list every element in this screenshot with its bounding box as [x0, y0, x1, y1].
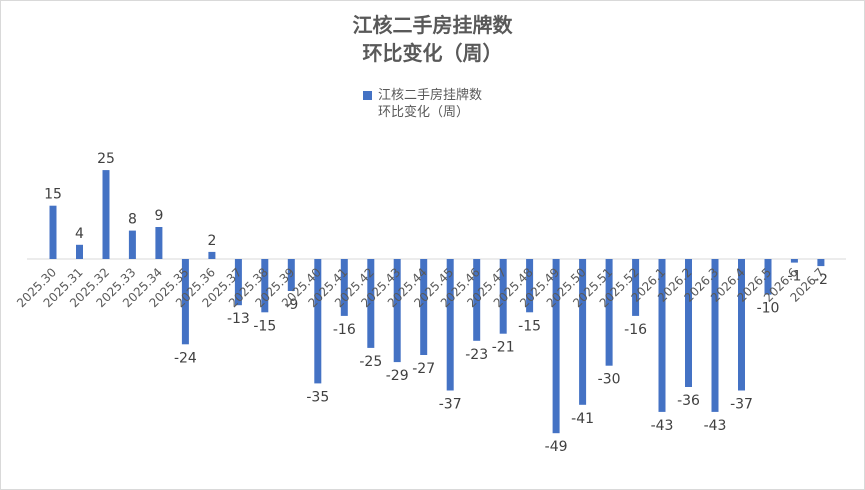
bar-2026.2 [685, 259, 692, 387]
bar-2025.35 [181, 259, 189, 345]
bar-2026.6 [790, 259, 798, 263]
legend-label-line-2: 环比变化（周） [378, 105, 470, 120]
bar-2025.41 [340, 259, 348, 316]
bar-2025.34 [155, 227, 163, 259]
bar-2026.3 [711, 259, 719, 412]
data-label-2025.35: -24 [174, 350, 197, 366]
bar-2025.47 [499, 259, 507, 334]
legend-label: 江核二手房挂牌数 环比变化（周） [378, 87, 538, 121]
data-label-2025.40: -35 [306, 389, 329, 405]
bar-2026.4 [738, 259, 745, 391]
data-label-2025.48: -15 [518, 318, 541, 334]
data-label-2025.49: -49 [545, 439, 568, 455]
bar-2025.36 [208, 251, 216, 259]
data-label-2026.2: -36 [677, 393, 700, 409]
data-label-2026.5: -10 [757, 301, 780, 317]
bar-2025.49 [552, 259, 560, 434]
data-label-2025.43: -29 [386, 368, 409, 384]
chart-title: 江核二手房挂牌数 环比变化（周） [1, 11, 864, 67]
data-label-2025.38: -15 [253, 318, 276, 334]
data-label-2025.33: 8 [128, 212, 137, 228]
bar-2025.37 [234, 259, 242, 306]
bar-2025.32 [102, 170, 110, 259]
data-label-2025.45: -37 [439, 397, 462, 413]
data-label-2025.50: -41 [571, 411, 594, 427]
data-label-2025.36: 2 [207, 233, 216, 249]
data-label-2025.52: -16 [624, 322, 647, 338]
bar-2025.45 [446, 259, 454, 391]
data-label-2025.30: 15 [44, 187, 62, 203]
bar-2026.7 [817, 259, 825, 267]
bar-2025.38 [261, 259, 269, 313]
bar-2025.39 [287, 259, 295, 291]
bar-2025.46 [473, 259, 481, 341]
data-label-2025.44: -27 [412, 361, 435, 377]
legend-swatch [363, 91, 372, 100]
bar-2025.52 [632, 259, 640, 316]
data-label-2025.31: 4 [75, 226, 84, 242]
data-label-2026.4: -37 [730, 397, 753, 413]
data-label-2026.3: -43 [704, 418, 727, 434]
bar-2025.40 [314, 259, 322, 384]
data-label-2025.41: -16 [333, 322, 356, 338]
data-label-2025.32: 25 [97, 151, 115, 167]
data-label-2025.37: -13 [227, 311, 250, 327]
bar-2026.1 [658, 259, 666, 412]
bar-2025.43 [393, 259, 401, 363]
bar-2026.5 [764, 259, 772, 295]
data-label-2025.39: -9 [284, 297, 298, 313]
bar-2025.44 [420, 259, 428, 355]
data-label-2025.47: -21 [492, 340, 515, 356]
data-label-2025.34: 9 [154, 208, 163, 224]
bar-2025.42 [367, 259, 375, 348]
chart-title-line-1: 江核二手房挂牌数 [352, 13, 513, 37]
data-label-2026.7: -2 [814, 272, 828, 288]
data-label-2026.6: -1 [787, 269, 801, 285]
chart-title-line-2: 环比变化（周） [362, 41, 503, 65]
data-label-2025.51: -30 [598, 372, 621, 388]
bar-2025.50 [579, 259, 587, 405]
bar-2025.33 [128, 230, 136, 259]
bar-2025.31 [76, 244, 83, 259]
bar-2025.48 [526, 259, 534, 313]
data-label-2025.42: -25 [359, 354, 382, 370]
data-label-2025.46: -23 [465, 347, 488, 363]
legend-label-line-1: 江核二手房挂牌数 [378, 88, 483, 103]
data-label-2026.1: -43 [651, 418, 674, 434]
bar-2025.30 [49, 205, 57, 259]
bar-2025.51 [605, 259, 613, 366]
